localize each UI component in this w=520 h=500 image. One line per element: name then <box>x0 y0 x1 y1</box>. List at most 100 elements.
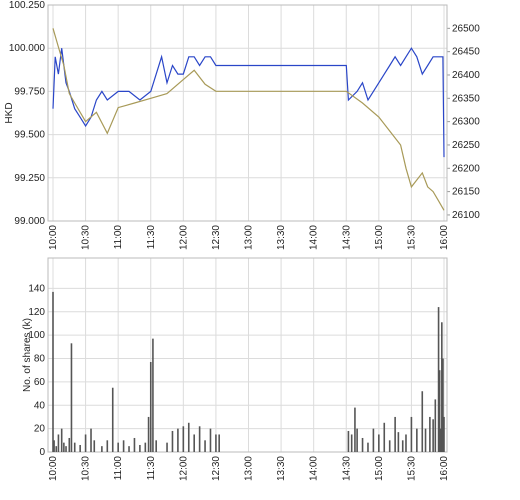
x-tick-label: 11:30 <box>146 456 157 481</box>
bar <box>434 399 437 452</box>
bar <box>68 437 71 452</box>
x-tick-label: 10:30 <box>81 225 92 250</box>
bar <box>52 291 54 452</box>
x-tick-label: 14:30 <box>341 456 352 481</box>
y2-tick-label: 26300 <box>452 117 480 128</box>
series-line <box>52 28 445 211</box>
y-tick-label: 100.000 <box>9 43 46 54</box>
x-tick-label: 11:30 <box>146 225 157 250</box>
bar <box>209 428 212 452</box>
bar <box>439 428 442 452</box>
bar <box>57 434 60 452</box>
bar <box>53 440 55 452</box>
x-tick-label: 10:30 <box>81 456 92 481</box>
x-tick-label: 15:00 <box>374 225 385 250</box>
bar <box>347 430 350 452</box>
bar <box>111 387 114 452</box>
bar <box>372 428 375 452</box>
bar <box>367 442 369 452</box>
bar <box>171 430 174 452</box>
bar <box>443 416 445 452</box>
x-tick-label: 15:30 <box>406 456 417 481</box>
bar <box>122 440 125 452</box>
y2-tick-label: 26150 <box>452 187 480 198</box>
x-tick-label: 12:30 <box>211 456 222 481</box>
bar <box>437 307 440 452</box>
bar <box>410 416 413 452</box>
bar <box>350 434 353 452</box>
bar <box>166 442 168 452</box>
x-tick-label: 10:00 <box>48 456 59 481</box>
bar <box>421 391 424 452</box>
x-tick-label: 12:30 <box>211 225 222 250</box>
x-tick-label: 13:00 <box>244 456 255 481</box>
bar <box>147 416 150 452</box>
x-tick-label: 14:30 <box>341 225 352 250</box>
y-tick-label: 99.250 <box>14 173 45 184</box>
x-tick-label: 16:00 <box>439 225 450 250</box>
bar <box>383 422 386 452</box>
bar <box>424 428 427 452</box>
y-axis-label: No. of shares (k) <box>22 318 33 392</box>
bar <box>90 428 92 452</box>
bar <box>432 419 434 452</box>
y2-tick-label: 26250 <box>452 140 480 151</box>
bar <box>79 444 81 452</box>
bar <box>63 442 65 452</box>
bar <box>438 370 441 452</box>
bar <box>93 440 96 452</box>
x-tick-label: 14:00 <box>309 225 320 250</box>
bar <box>215 434 217 452</box>
bar <box>60 428 63 452</box>
x-tick-label: 15:30 <box>406 225 417 250</box>
bar <box>70 343 73 452</box>
bar <box>397 432 400 452</box>
plot-frame <box>47 257 448 453</box>
bar <box>401 440 404 452</box>
bar <box>101 446 103 452</box>
x-tick-label: 14:00 <box>309 456 320 481</box>
y2-tick-label: 26350 <box>452 93 480 104</box>
x-tick-label: 12:00 <box>178 456 189 481</box>
bar <box>198 426 201 452</box>
bar <box>356 428 358 452</box>
y-tick-label: 40 <box>34 400 46 411</box>
bar <box>388 440 391 452</box>
bar <box>429 416 431 452</box>
bar <box>378 434 380 452</box>
y-tick-label: 99.000 <box>14 216 45 227</box>
bar <box>193 434 195 452</box>
y-tick-label: 60 <box>34 377 46 388</box>
y-tick-label: 100.250 <box>9 0 46 11</box>
bar <box>152 338 154 452</box>
bar <box>204 440 206 452</box>
y-axis-label: HKD <box>4 102 15 123</box>
bar <box>106 440 109 452</box>
y-tick-label: 140 <box>28 283 45 294</box>
bar <box>55 446 58 452</box>
x-tick-label: 16:00 <box>439 456 450 481</box>
bar <box>133 437 136 452</box>
bar <box>394 416 396 452</box>
x-tick-label: 11:00 <box>113 456 124 481</box>
bar <box>149 362 152 452</box>
y-tick-label: 120 <box>28 307 45 318</box>
bar <box>182 426 185 452</box>
x-tick-label: 13:30 <box>276 225 287 250</box>
bar <box>117 442 119 452</box>
y2-tick-label: 26450 <box>452 47 480 58</box>
bar <box>84 434 87 452</box>
bar <box>128 446 130 452</box>
bar <box>416 428 418 452</box>
plot-frame <box>47 4 448 222</box>
bar <box>441 322 443 452</box>
bar <box>361 437 364 452</box>
x-tick-label: 10:00 <box>48 225 59 250</box>
bar <box>177 428 179 452</box>
bar <box>405 434 407 452</box>
x-tick-label: 15:00 <box>374 456 385 481</box>
y-tick-label: 99.750 <box>14 86 45 97</box>
bar <box>139 444 141 452</box>
bar <box>65 446 67 452</box>
